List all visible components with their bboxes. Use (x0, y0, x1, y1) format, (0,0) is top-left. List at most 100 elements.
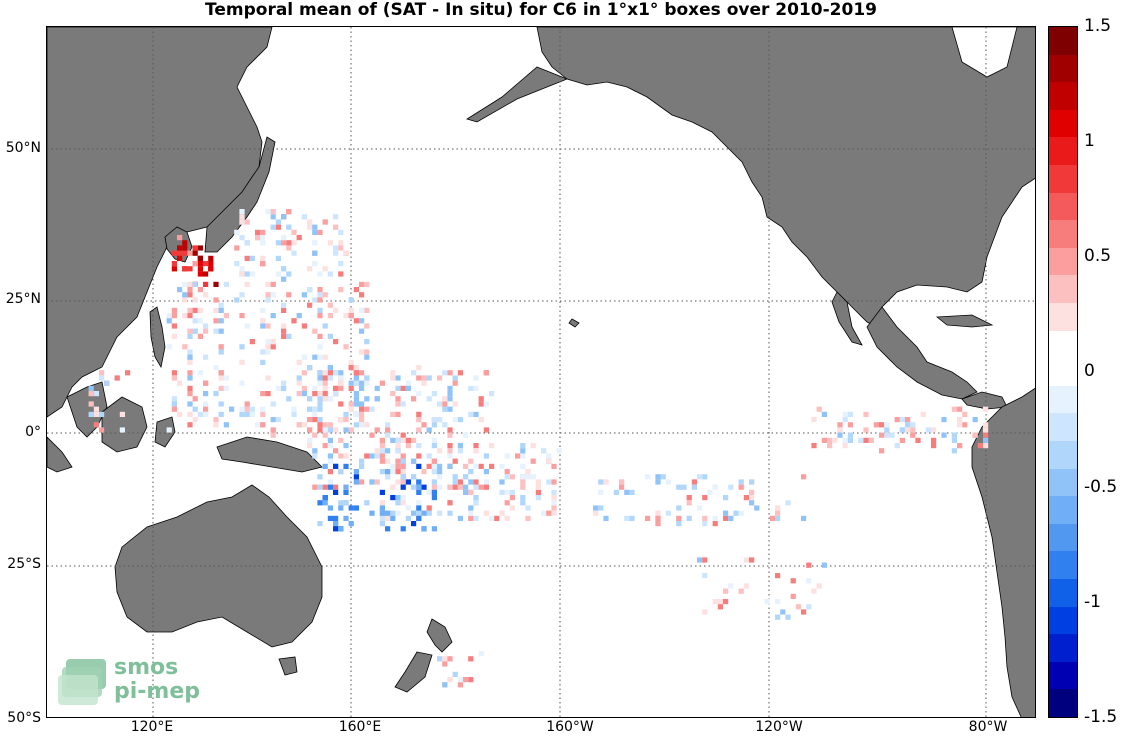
data-cell (884, 427, 890, 433)
data-cell (343, 484, 349, 490)
data-cell (203, 323, 209, 329)
data-cell (619, 484, 625, 490)
data-cell (218, 318, 224, 324)
data-cell (769, 515, 775, 521)
north-america-landmass (536, 27, 1035, 328)
colorbar-segment (1049, 606, 1077, 635)
data-cell (457, 479, 463, 485)
data-cell (182, 297, 188, 303)
data-cell (364, 380, 370, 386)
data-cell (749, 557, 755, 563)
data-cell (348, 427, 354, 433)
data-cell (489, 443, 495, 449)
data-cell (359, 411, 365, 417)
data-cell (260, 240, 266, 246)
data-cell (322, 385, 328, 391)
data-cell (281, 235, 287, 241)
data-cell (312, 411, 318, 417)
data-cell (364, 375, 370, 381)
data-cell (301, 214, 307, 220)
data-cell (322, 463, 328, 469)
data-cell (244, 411, 250, 417)
data-cell (411, 484, 417, 490)
data-cell (775, 515, 781, 521)
data-cell (333, 391, 339, 397)
data-cell (535, 479, 541, 485)
data-cell (187, 359, 193, 365)
data-cell (431, 417, 437, 423)
data-cell (348, 505, 354, 511)
data-cell (286, 224, 292, 230)
data-cell (489, 391, 495, 397)
data-cell (338, 375, 344, 381)
data-cell (244, 240, 250, 246)
data-cell (322, 443, 328, 449)
data-cell (369, 453, 375, 459)
data-cell (260, 406, 266, 412)
data-cell (775, 614, 781, 620)
data-cell (301, 385, 307, 391)
data-cell (473, 495, 479, 501)
data-cell (437, 484, 443, 490)
logo-waves-icon (58, 659, 106, 705)
data-cell (317, 474, 323, 480)
data-cell (686, 500, 692, 506)
data-cell (182, 313, 188, 319)
map-panel[interactable] (46, 26, 1036, 718)
data-cell (343, 313, 349, 319)
data-cell (213, 281, 219, 287)
data-cell (385, 448, 391, 454)
data-cell (390, 391, 396, 397)
data-cell (629, 515, 635, 521)
colorbar-segment (1049, 413, 1077, 442)
data-cell (457, 417, 463, 423)
data-cell (270, 432, 276, 438)
data-cell (504, 453, 510, 459)
data-cell (816, 583, 822, 589)
data-cell (239, 406, 245, 412)
data-cell (301, 323, 307, 329)
data-cell (473, 385, 479, 391)
data-cell (192, 281, 198, 287)
data-cell (452, 380, 458, 386)
data-cell (556, 448, 562, 454)
data-cell (171, 313, 177, 319)
data-cell (265, 391, 271, 397)
data-cell (187, 292, 193, 298)
data-cell (281, 380, 287, 386)
data-cells (88, 209, 989, 688)
data-cell (546, 510, 552, 516)
data-cell (847, 432, 853, 438)
data-cell (541, 510, 547, 516)
data-cell (738, 484, 744, 490)
data-cell (983, 437, 989, 443)
data-cell (249, 339, 255, 345)
colorbar-tick: 0.5 (1084, 246, 1112, 266)
colorbar-segment (1049, 661, 1077, 690)
data-cell (723, 510, 729, 516)
data-cell (343, 411, 349, 417)
data-cell (520, 463, 526, 469)
data-cell (780, 609, 786, 615)
data-cell (364, 396, 370, 402)
data-cell (613, 489, 619, 495)
data-cell (187, 266, 193, 272)
data-cell (416, 453, 422, 459)
data-cell (281, 323, 287, 329)
data-cell (431, 437, 437, 443)
data-cell (655, 479, 661, 485)
data-cell (416, 443, 422, 449)
data-cell (307, 266, 313, 272)
data-cell (442, 661, 448, 667)
data-cell (234, 297, 240, 303)
data-cell (249, 271, 255, 277)
data-cell (473, 411, 479, 417)
south-america-landmass (971, 387, 1035, 717)
data-cell (338, 526, 344, 532)
data-cell (676, 521, 682, 527)
data-cell (187, 401, 193, 407)
data-cell (468, 479, 474, 485)
data-cell (166, 427, 172, 433)
data-cell (457, 682, 463, 688)
data-cell (416, 484, 422, 490)
